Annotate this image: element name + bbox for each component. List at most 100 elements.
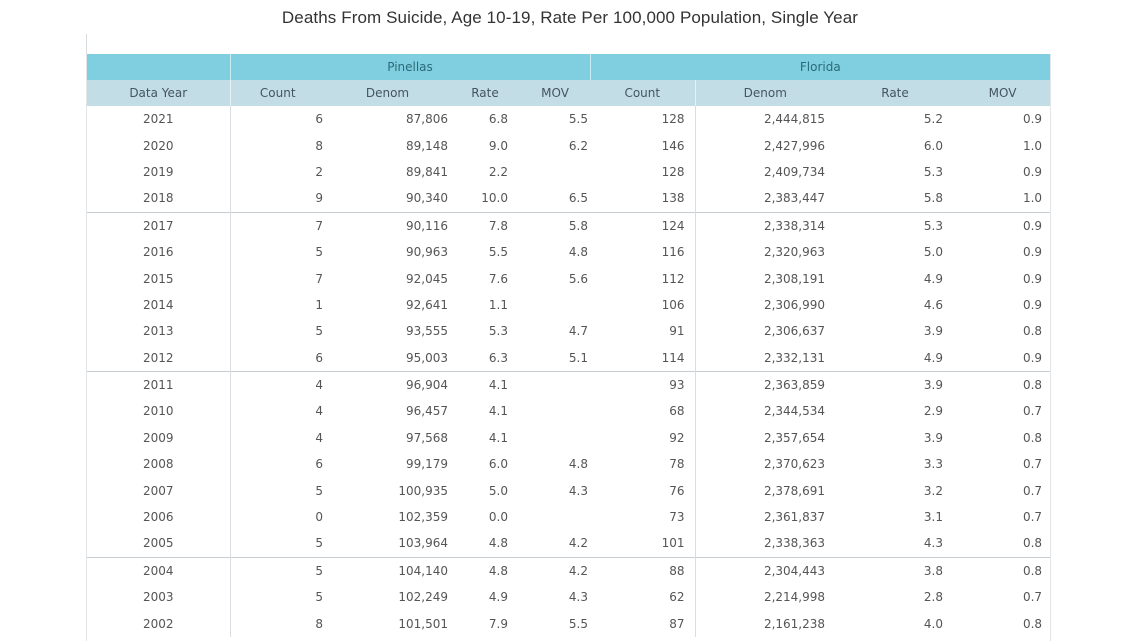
cell-florida-mov: 0.8 <box>955 556 1050 585</box>
column-header-florida-rate[interactable]: Rate <box>835 80 956 106</box>
cell-florida-denom: 2,383,447 <box>694 185 836 213</box>
cell-pinellas-mov: 5.6 <box>568 271 589 286</box>
cell-pinellas-denom: 102,359 <box>398 510 448 525</box>
cell-pinellas-rate: 6.8 <box>488 112 508 127</box>
cell-pinellas-count: 8 <box>229 132 325 159</box>
cell-florida-mov: 1.0 <box>1022 138 1043 153</box>
table-row: 2018 9 90,340 10.0 6.5 138 2,383,447 5.8 1.0 <box>87 185 1050 213</box>
cell-pinellas-rate: 7.8 <box>450 211 520 239</box>
cell-florida-mov: 0.8 <box>1022 430 1043 445</box>
cell-florida-count: 114 <box>661 350 685 365</box>
cell-pinellas-rate: 6.3 <box>488 350 508 365</box>
table-row: 2013 5 93,555 5.3 4.7 91 2,306,637 3.9 0.8 <box>87 318 1050 345</box>
cell-florida-denom: 2,338,363 <box>694 530 836 558</box>
cell-florida-rate: 5.3 <box>923 164 944 179</box>
column-header-florida-denom[interactable]: Denom <box>694 80 836 106</box>
cell-florida-mov: 0.9 <box>955 211 1050 239</box>
cell-florida-rate: 5.3 <box>835 211 956 239</box>
cell-pinellas-rate: 4.1 <box>450 370 520 399</box>
cell-florida-mov: 1.0 <box>1022 191 1043 206</box>
cell-pinellas-count: 5 <box>229 584 325 611</box>
column-header-pinellas-denom[interactable]: Denom <box>325 80 450 106</box>
cell-pinellas-mov <box>520 398 590 424</box>
cell-florida-denom: 2,161,238 <box>694 610 836 637</box>
cell-data-year: 2013 <box>142 324 174 339</box>
cell-florida-rate: 4.9 <box>923 271 944 286</box>
cell-pinellas-count: 5 <box>229 238 325 266</box>
cell-pinellas-count: 7 <box>229 211 325 239</box>
cell-florida-rate: 3.3 <box>923 457 944 472</box>
table-row: 2003 5 102,249 4.9 4.3 62 2,214,998 2.8 0.7 <box>87 584 1050 611</box>
cell-florida-rate: 6.0 <box>923 138 944 153</box>
table-row: 2019 2 89,841 2.2 128 2,409,734 5.3 0.9 <box>87 158 1050 186</box>
cell-florida-denom: 2,357,654 <box>694 424 836 452</box>
cell-florida-rate: 5.0 <box>923 245 944 260</box>
cell-pinellas-denom: 89,841 <box>406 164 448 179</box>
cell-pinellas-denom: 99,179 <box>406 457 448 472</box>
cell-florida-rate: 4.6 <box>923 297 944 312</box>
column-header-pinellas-count[interactable]: Count <box>229 80 325 106</box>
group-header-florida: Florida <box>589 54 1050 80</box>
table-row: 2021 6 87,806 6.8 5.5 128 2,444,815 5.2 0.9 <box>87 106 1050 133</box>
cell-florida-mov: 0.7 <box>1022 404 1043 419</box>
cell-data-year: 2010 <box>142 404 174 419</box>
cell-pinellas-mov: 4.2 <box>520 556 591 585</box>
cell-florida-denom: 2,427,996 <box>694 132 836 159</box>
cell-pinellas-mov: 6.5 <box>568 191 589 206</box>
data-table: Pinellas Florida Data Year Count Denom R… <box>87 54 1050 637</box>
cell-pinellas-mov <box>520 370 591 399</box>
cell-pinellas-rate: 4.1 <box>488 430 508 445</box>
column-header-data-year[interactable]: Data Year <box>87 80 230 106</box>
cell-data-year: 2020 <box>142 138 174 153</box>
cell-pinellas-rate: 4.8 <box>450 556 520 585</box>
cell-pinellas-rate: 0.0 <box>488 510 508 525</box>
column-header-pinellas-mov[interactable]: MOV <box>520 80 591 106</box>
cell-florida-mov: 0.9 <box>1022 271 1043 286</box>
cell-florida-mov: 0.7 <box>1022 457 1043 472</box>
column-header-row: Data Year Count Denom Rate MOV Count Den… <box>87 80 1050 106</box>
table-row: 2014 1 92,641 1.1 106 2,306,990 4.6 0.9 <box>87 291 1050 319</box>
column-header-florida-count[interactable]: Count <box>590 80 696 106</box>
cell-pinellas-mov <box>520 504 590 530</box>
cell-florida-denom: 2,214,998 <box>694 584 836 611</box>
cell-pinellas-count: 1 <box>229 291 325 319</box>
cell-data-year: 2021 <box>142 112 174 127</box>
cell-pinellas-rate: 9.0 <box>488 138 508 153</box>
cell-florida-count: 62 <box>669 590 685 605</box>
cell-data-year: 2009 <box>142 430 174 445</box>
cell-pinellas-count: 6 <box>229 451 325 478</box>
cell-data-year: 2011 <box>87 370 230 399</box>
cell-data-year: 2015 <box>142 271 174 286</box>
column-header-florida-mov[interactable]: MOV <box>955 80 1050 106</box>
cell-data-year: 2019 <box>142 164 174 179</box>
cell-florida-count: 128 <box>661 112 685 127</box>
column-header-pinellas-rate[interactable]: Rate <box>450 80 520 106</box>
cell-florida-mov: 0.7 <box>1022 510 1043 525</box>
cell-pinellas-denom: 95,003 <box>406 350 448 365</box>
table-row: 2008 6 99,179 6.0 4.8 78 2,370,623 3.3 0.7 <box>87 451 1050 478</box>
cell-florida-rate: 2.9 <box>923 404 944 419</box>
cell-pinellas-count: 5 <box>229 477 325 504</box>
cell-pinellas-count: 7 <box>229 265 325 292</box>
cell-florida-mov: 0.9 <box>1022 297 1043 312</box>
cell-pinellas-mov <box>520 425 590 451</box>
cell-florida-rate: 5.8 <box>923 191 944 206</box>
cell-pinellas-rate: 4.9 <box>488 590 508 605</box>
cell-florida-count: 138 <box>661 191 685 206</box>
cell-florida-count: 73 <box>669 510 685 525</box>
cell-pinellas-mov: 5.1 <box>568 350 589 365</box>
cell-pinellas-mov: 4.7 <box>568 324 589 339</box>
cell-data-year: 2018 <box>142 191 174 206</box>
cell-florida-denom: 2,344,534 <box>694 398 836 425</box>
cell-pinellas-denom: 92,045 <box>406 271 448 286</box>
cell-pinellas-denom: 90,340 <box>406 191 448 206</box>
cell-pinellas-rate: 1.1 <box>488 297 508 312</box>
cell-florida-mov: 0.9 <box>1022 112 1043 127</box>
cell-florida-mov: 0.8 <box>1022 616 1043 631</box>
group-header-pinellas: Pinellas <box>229 54 591 80</box>
cell-florida-count: 92 <box>669 430 685 445</box>
cell-florida-mov: 0.9 <box>1022 245 1043 260</box>
cell-pinellas-denom: 102,249 <box>398 590 448 605</box>
cell-pinellas-mov: 5.5 <box>568 616 589 631</box>
cell-pinellas-denom: 93,555 <box>406 324 448 339</box>
